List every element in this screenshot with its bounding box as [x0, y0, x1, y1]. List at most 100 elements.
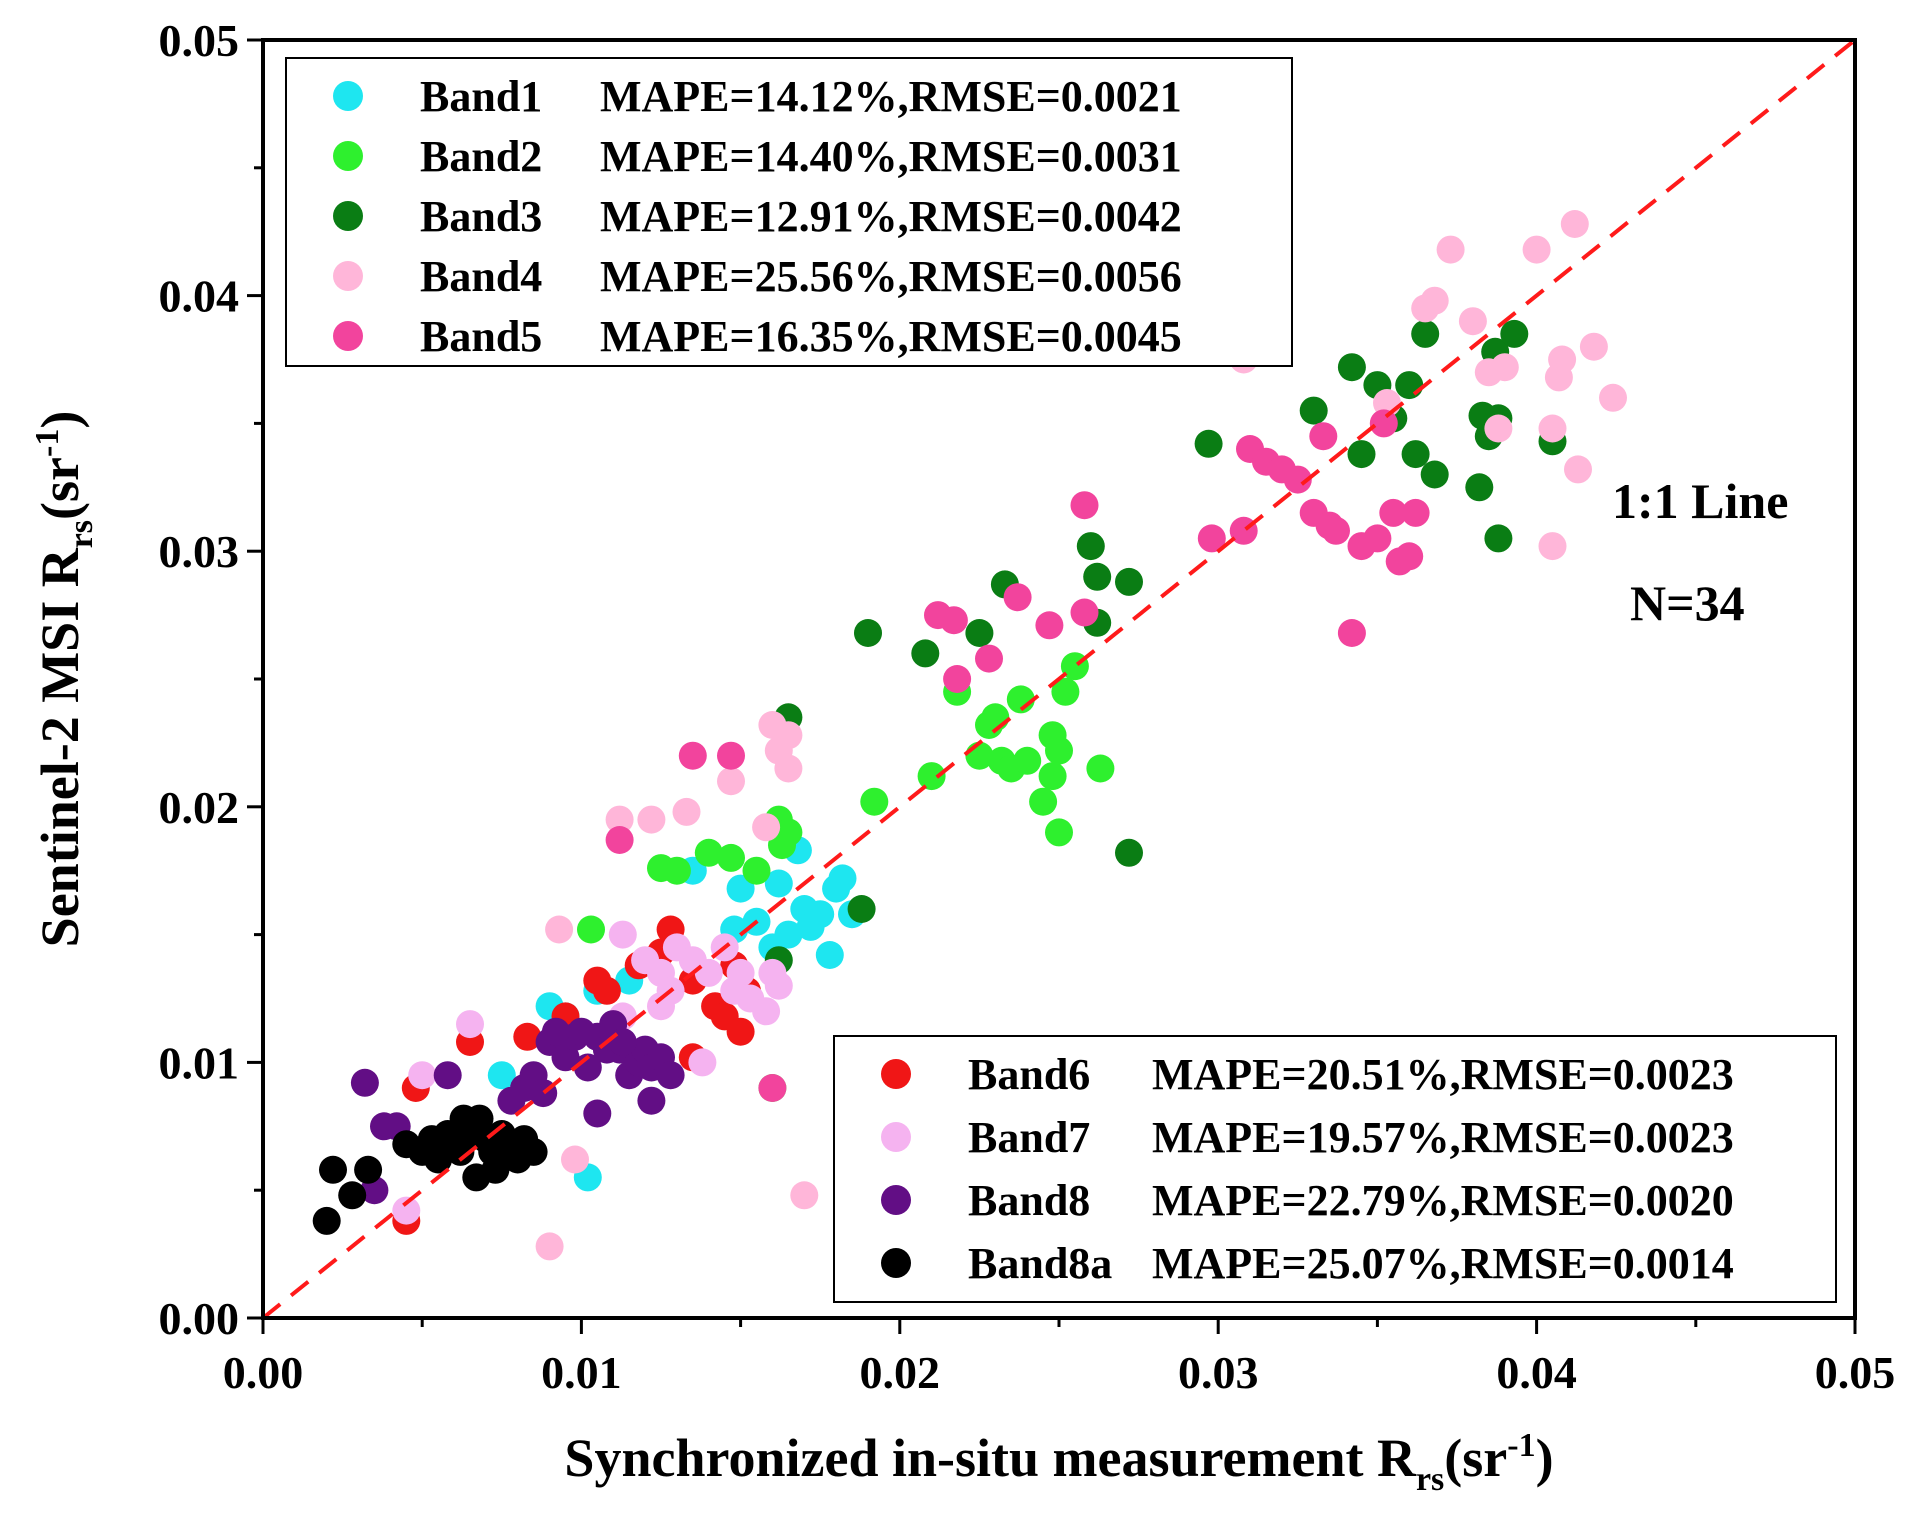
- point-band2-0: [577, 915, 605, 944]
- y-tick-label: 0.00: [159, 1293, 240, 1344]
- point-band1-10: [764, 869, 793, 898]
- point-band4-1: [637, 805, 666, 834]
- point-band3-13: [1337, 353, 1366, 382]
- point-band2-4: [717, 843, 745, 872]
- point-band4-23: [1548, 345, 1577, 374]
- point-band2-19: [1013, 746, 1042, 775]
- legend-name-band4: Band4: [420, 252, 542, 301]
- point-band3-17: [1395, 371, 1424, 400]
- point-band5-1: [678, 741, 707, 770]
- point-band4-28: [1538, 532, 1567, 561]
- point-band2-23: [1051, 677, 1080, 706]
- x-axis-label-unit-close: ): [1536, 1428, 1554, 1488]
- point-band6-6: [592, 976, 621, 1005]
- x-tick-label: 0.00: [223, 1347, 304, 1398]
- legend-marker-band2: [333, 141, 363, 171]
- x-axis-label-unit-open: (sr: [1444, 1428, 1507, 1488]
- point-band2-5: [742, 856, 771, 885]
- point-band4-3: [717, 767, 745, 796]
- y-axis-label-unit-open: (sr: [30, 457, 90, 520]
- point-band7-1: [408, 1061, 437, 1090]
- y-tick-label: 0.02: [159, 782, 240, 833]
- point-band2-22: [1045, 736, 1073, 765]
- point-band3-19: [1411, 319, 1440, 348]
- point-band5-5: [939, 606, 968, 635]
- point-band7-0: [392, 1196, 421, 1225]
- y-axis-label-sub: rs: [63, 520, 100, 548]
- point-band5-3: [758, 1074, 787, 1102]
- point-band4-25: [1564, 455, 1592, 484]
- point-band8-26: [541, 1017, 570, 1046]
- point-band1-14: [806, 900, 835, 929]
- point-band8-4: [433, 1061, 462, 1090]
- y-axis-label-unit-close: ): [30, 411, 90, 429]
- legend-stats-band8: MAPE=22.79%,RMSE=0.0020: [1152, 1176, 1734, 1225]
- legend-upper: Band1 MAPE=14.12%,RMSE=0.0021 Band2 MAPE=14…: [285, 57, 1293, 367]
- point-band4-10: [561, 1145, 589, 1174]
- point-band8-25: [583, 1099, 612, 1128]
- point-band1-11: [774, 920, 803, 949]
- point-band3-21: [1465, 473, 1494, 502]
- point-band4-15: [1436, 235, 1465, 264]
- point-band5-28: [1395, 542, 1424, 571]
- point-band4-21: [1538, 414, 1567, 443]
- point-band5-6: [943, 665, 972, 693]
- point-band3-26: [1500, 319, 1529, 348]
- point-band7-3: [608, 920, 637, 949]
- x-axis-label-unit-sup: -1: [1507, 1427, 1535, 1464]
- point-band8-0: [350, 1068, 379, 1097]
- point-band7-9: [694, 958, 723, 987]
- point-band4-24: [1560, 210, 1589, 238]
- point-band4-12: [790, 1181, 819, 1210]
- point-band4-2: [672, 797, 701, 826]
- point-band5-17: [1283, 465, 1312, 494]
- legend-name-band8: Band8: [968, 1176, 1090, 1225]
- legend-stats-band7: MAPE=19.57%,RMSE=0.0023: [1152, 1113, 1734, 1162]
- legend-lower-box: [833, 1035, 1837, 1303]
- x-axis-label-main: Synchronized in-situ measurement R: [564, 1428, 1417, 1488]
- point-band3-1: [854, 619, 882, 647]
- point-band3-2: [847, 895, 876, 923]
- point-band5-2: [717, 741, 745, 770]
- legend-marker-band7: [881, 1122, 911, 1152]
- legend-stats-band4: MAPE=25.56%,RMSE=0.0056: [600, 252, 1182, 301]
- x-tick-label: 0.01: [541, 1347, 622, 1398]
- point-band4-14: [1420, 286, 1449, 315]
- point-band7-16: [764, 971, 793, 1000]
- y-axis-label-main: Sentinel-2 MSI R: [30, 547, 90, 947]
- point-band8a-3: [354, 1155, 383, 1184]
- point-band5-10: [1070, 491, 1099, 520]
- point-band2-26: [1086, 754, 1115, 783]
- legend-marker-band5: [333, 321, 363, 351]
- point-band3-14: [1347, 440, 1376, 469]
- point-band4-18: [1490, 353, 1519, 382]
- point-band4-4: [752, 813, 781, 842]
- point-band7-12: [726, 958, 755, 987]
- point-band7-14: [752, 997, 781, 1026]
- point-band4-8: [774, 754, 803, 783]
- point-band2-27: [1038, 762, 1067, 791]
- legend-upper-box: [285, 57, 1293, 367]
- point-band2-10: [860, 787, 889, 816]
- legend-marker-band3: [333, 201, 363, 231]
- legend-marker-band8: [881, 1185, 911, 1215]
- point-band3-11: [1194, 429, 1223, 458]
- legend-stats-band3: MAPE=12.91%,RMSE=0.0042: [600, 192, 1182, 241]
- legend-stats-band1: MAPE=14.12%,RMSE=0.0021: [600, 72, 1182, 121]
- point-band2-25: [1045, 818, 1073, 847]
- one-to-one-line: [261, 38, 1857, 1320]
- point-band5-11: [1070, 598, 1099, 627]
- point-band5-21: [1322, 516, 1350, 545]
- y-axis-label-unit-sup: -1: [29, 429, 66, 457]
- point-band8-24: [637, 1086, 666, 1115]
- point-band4-19: [1484, 414, 1513, 443]
- x-tick-label: 0.04: [1496, 1347, 1577, 1398]
- point-band5-22: [1337, 619, 1366, 647]
- legend-name-band7: Band7: [968, 1113, 1090, 1162]
- point-band2-15: [981, 703, 1010, 732]
- sample-size-label: N=34: [1630, 575, 1745, 631]
- point-band1-7: [726, 874, 755, 903]
- x-tick-label: 0.02: [860, 1347, 941, 1398]
- point-band5-9: [1035, 611, 1064, 640]
